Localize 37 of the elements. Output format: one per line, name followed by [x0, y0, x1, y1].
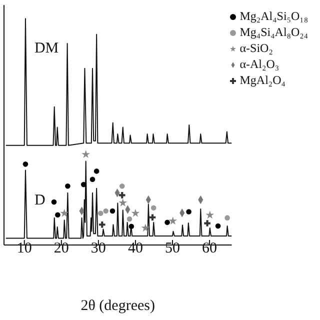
- legend-label: Mg₄Si₄Al₈O₂₄: [240, 25, 308, 39]
- point: [118, 198, 128, 206]
- point: [149, 214, 156, 221]
- point: [55, 212, 60, 218]
- point: [103, 208, 108, 214]
- point: [80, 182, 86, 188]
- point: [22, 162, 28, 167]
- point: [110, 208, 116, 214]
- legend-label: MgAl₂O₄: [240, 73, 286, 87]
- series-label: DM: [34, 40, 59, 57]
- point: [98, 210, 104, 216]
- point: [126, 216, 132, 222]
- point: [118, 192, 126, 198]
- point: [150, 205, 156, 211]
- point: [215, 223, 221, 229]
- point: [90, 176, 96, 182]
- series-label: D: [34, 192, 46, 208]
- point: [98, 221, 106, 228]
- x-axis-title: 2θ (degrees): [80, 298, 155, 314]
- point: [82, 150, 90, 158]
- point: [206, 210, 214, 219]
- point: [164, 220, 170, 225]
- legend-label: Mg₂Al₄Si₅O₁₈: [240, 9, 308, 23]
- legend-label: α-Al₂O₃: [240, 57, 280, 71]
- point: [119, 183, 125, 189]
- point: [94, 168, 100, 174]
- point: [204, 220, 210, 226]
- point: [128, 224, 134, 230]
- point: [168, 216, 178, 225]
- point: [141, 224, 150, 232]
- point: [131, 208, 140, 217]
- point: [224, 215, 230, 220]
- point: [51, 199, 57, 205]
- point: [60, 208, 69, 217]
- legend-label: α-SiO₂: [240, 41, 273, 55]
- point: [186, 209, 192, 214]
- point: [65, 183, 70, 189]
